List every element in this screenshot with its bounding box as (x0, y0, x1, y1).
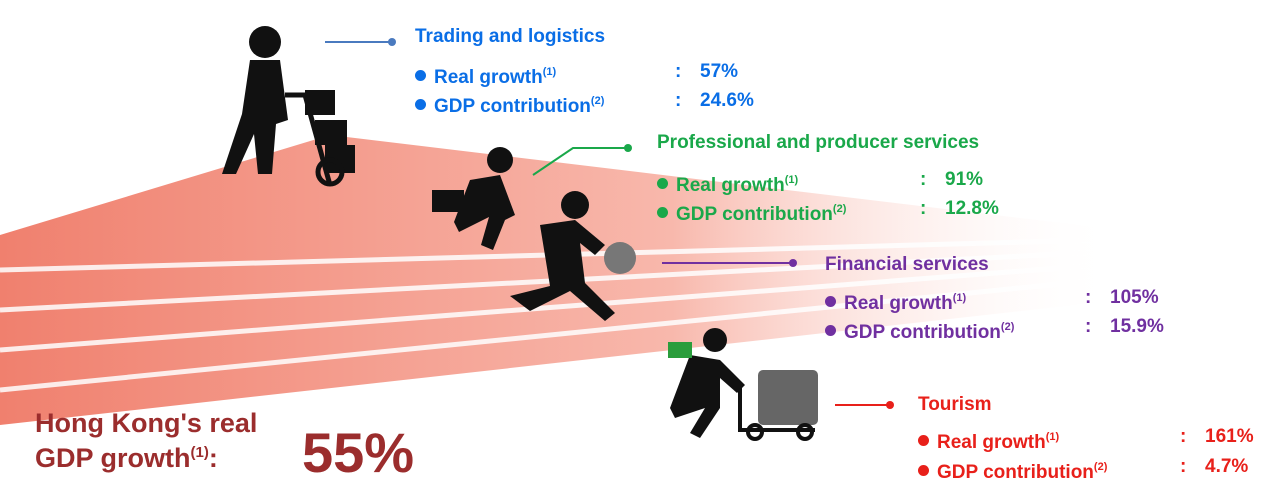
metric-value: 105% (1110, 287, 1159, 309)
metric-name: GDP contribution (844, 322, 1001, 343)
metric-label: Real growth(1) (415, 61, 556, 89)
infographic: Hong Kong's real GDP growth(1): 55% Trad… (0, 0, 1261, 479)
bullet (825, 296, 836, 307)
metric-name: GDP contribution (937, 462, 1094, 483)
separator: : (209, 443, 218, 473)
metric-name: Real growth (676, 175, 785, 196)
metric-value: 91% (945, 169, 983, 191)
metric-label: GDP contribution(2) (415, 90, 604, 118)
summary-label: Hong Kong's real GDP growth(1): (35, 408, 257, 473)
metric-name: Real growth (434, 67, 543, 88)
metric-value: 4.7% (1205, 456, 1248, 478)
summary-line: Hong Kong's real (35, 408, 257, 438)
bullet (918, 435, 929, 446)
sector-title: Financial services (825, 254, 989, 276)
separator: : (675, 61, 681, 83)
bullet (415, 70, 426, 81)
metric-name: GDP contribution (676, 204, 833, 225)
bullet (918, 465, 929, 476)
metric-label: Real growth(1) (825, 287, 966, 315)
bullet (657, 207, 668, 218)
metric-value: 15.9% (1110, 316, 1164, 338)
footnote-ref: (2) (833, 203, 846, 215)
metric-name: Real growth (937, 432, 1046, 453)
metric-value: 161% (1205, 426, 1254, 448)
metric-label: Real growth(1) (657, 169, 798, 197)
sector-title: Trading and logistics (415, 26, 605, 48)
separator: : (920, 198, 926, 220)
footnote-ref: (1) (191, 444, 209, 461)
separator: : (1180, 456, 1186, 478)
metric-name: Real growth (844, 293, 953, 314)
sector-title: Tourism (918, 394, 992, 416)
bullet (657, 178, 668, 189)
summary-value: 55% (302, 425, 414, 481)
bullet (415, 99, 426, 110)
metric-value: 12.8% (945, 198, 999, 220)
metric-value: 24.6% (700, 90, 754, 112)
footnote-ref: (2) (591, 95, 604, 107)
footnote-ref: (1) (785, 174, 798, 186)
metric-label: Real growth(1) (918, 426, 1059, 454)
footnote-ref: (1) (543, 66, 556, 78)
separator: : (675, 90, 681, 112)
metric-label: GDP contribution(2) (657, 198, 846, 226)
metric-label: GDP contribution(2) (918, 456, 1107, 484)
footnote-ref: (2) (1094, 461, 1107, 473)
separator: : (1085, 316, 1091, 338)
separator: : (1180, 426, 1186, 448)
separator: : (920, 169, 926, 191)
summary-line: GDP growth (35, 443, 191, 473)
metric-name: GDP contribution (434, 96, 591, 117)
metric-label: GDP contribution(2) (825, 316, 1014, 344)
sector-title: Professional and producer services (657, 132, 979, 154)
bullet (825, 325, 836, 336)
footnote-ref: (2) (1001, 321, 1014, 333)
footnote-ref: (1) (953, 292, 966, 304)
footnote-ref: (1) (1046, 431, 1059, 443)
metric-value: 57% (700, 61, 738, 83)
separator: : (1085, 287, 1091, 309)
